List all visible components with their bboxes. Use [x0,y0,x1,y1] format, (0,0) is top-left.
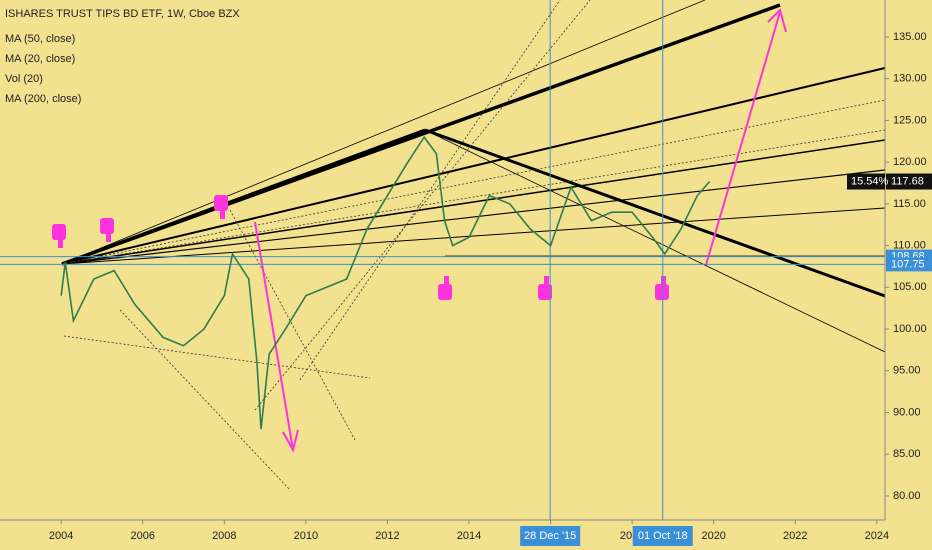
date-tag-label: 28 Dec '15 [524,530,576,542]
y-tick-label: 125.00 [893,114,927,126]
x-tick-label: 2012 [375,530,399,542]
chart-title: ISHARES TRUST TIPS BD ETF, 1W, Cboe BZX [5,8,240,20]
y-tick-label: 80.00 [893,490,921,502]
x-tick-label: 2008 [212,530,236,542]
last-price-tag [886,173,932,190]
y-tick-label: 90.00 [893,406,921,418]
y-tick-label: 115.00 [893,198,926,210]
x-tick-label: 2022 [783,530,807,542]
y-tick-label: 110.00 [893,240,926,252]
price-tag [886,257,932,272]
legend-entry: MA (20, close) [5,53,75,65]
y-tick-label: 105.00 [893,281,927,293]
change-tag [847,173,885,190]
y-tick-label: 135.00 [893,31,927,43]
date-tag [520,526,581,546]
x-tick-label: 2014 [457,530,481,542]
x-tick-label: 2006 [130,530,154,542]
drawings [52,0,886,491]
date-tag [632,526,693,546]
legend-entry: MA (200, close) [5,93,81,105]
x-tick-label: 2004 [49,530,73,542]
price-tag-label: 107.75 [891,258,925,270]
y-tick-label: 85.00 [893,448,921,460]
change-label: 15.54% [851,175,889,187]
legend-entry: Vol (20) [5,73,43,85]
y-tick-label: 120.00 [893,156,927,168]
y-tick-label: 100.00 [893,323,927,335]
y-tick-label: 130.00 [893,73,927,85]
y-tick-label: 95.00 [893,365,921,377]
date-tag-label: 01 Oct '18 [638,530,688,542]
last-price-label: 117.68 [891,175,924,187]
price-line [60,135,711,430]
legend-entry: MA (50, close) [5,33,75,45]
x-tick-label: 2020 [701,530,725,542]
x-tick-label: 2024 [865,530,889,542]
x-tick-label: 2010 [294,530,318,542]
